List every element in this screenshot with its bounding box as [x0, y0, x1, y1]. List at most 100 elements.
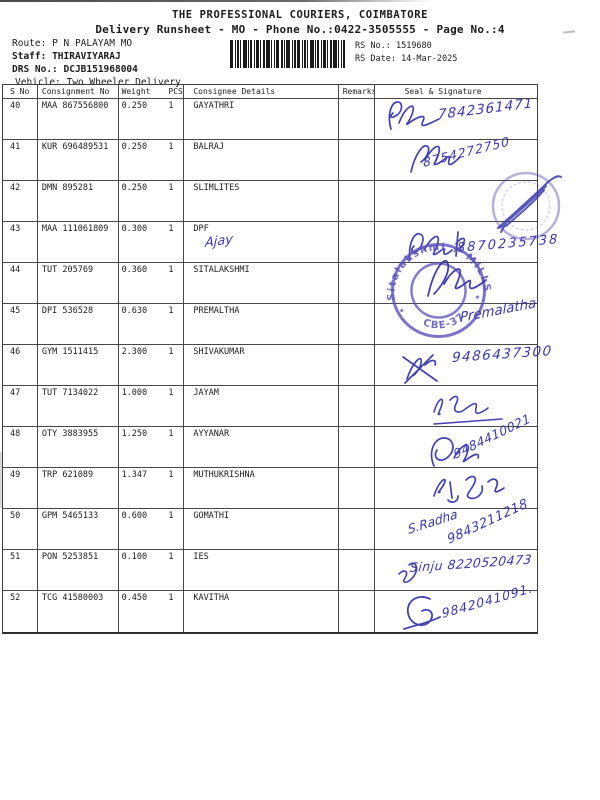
- cell-consignee: GAYATHRI: [184, 99, 339, 139]
- scan-edge-smudge: [0, 452, 2, 508]
- cell-sno: 50: [3, 509, 38, 549]
- signature-scribble: [403, 596, 441, 630]
- rs-date-value: 14-Mar-2025: [401, 54, 458, 64]
- cell-remarks: [339, 304, 375, 344]
- signature-scribble: [430, 437, 480, 467]
- cell-consignee: IES: [184, 550, 339, 590]
- signature-scribble: [398, 562, 418, 584]
- cell-remarks: [339, 140, 375, 180]
- table-row: 49 TRP 621089 1.347 1 MUTHUKRISHNA: [3, 468, 537, 509]
- runsheet-table: S No Consignment No Weight PCS Consignee…: [2, 84, 538, 634]
- cell-remarks: [339, 550, 375, 590]
- table-row: 51 PON 5253851 0.100 1 IES: [3, 550, 537, 591]
- cell-pcs: 1: [160, 509, 185, 549]
- cell-sno: 45: [3, 304, 38, 344]
- cell-sno: 46: [3, 345, 38, 385]
- cell-weight: 0.630: [121, 306, 148, 316]
- header-consignee: Consignee Details: [184, 85, 339, 98]
- rs-no-label: RS No.:: [355, 41, 391, 51]
- route-line: Route: P N PALAYAM MO: [12, 38, 132, 49]
- table-row: 47 TUT 7134022 1.000 1 JAYAM: [3, 386, 537, 427]
- table-row: 45 DPI 536528 0.630 1 PREMALTHA: [3, 304, 537, 345]
- signature-scribble: [388, 101, 440, 130]
- signature-scribble: [433, 475, 505, 503]
- signature-scribble: [410, 144, 460, 173]
- cell-sno: 44: [3, 263, 38, 303]
- header-consignment: Consignment No: [38, 85, 119, 98]
- cell-consignment: DMN 895281: [38, 181, 119, 221]
- cell-consignment: GPM 5465133: [38, 509, 119, 549]
- stamp-star-left: ★: [398, 305, 406, 316]
- cell-weight: 0.360: [121, 265, 148, 275]
- header-weight: Weight: [121, 87, 151, 96]
- cell-remarks: [339, 468, 375, 508]
- cell-pcs: 1: [160, 427, 185, 467]
- vehicle-line: Vehicle: Two Wheeler Delivery: [15, 77, 181, 88]
- cell-remarks: [339, 427, 375, 467]
- table-row: 46 GYM 1511415 2.300 1 SHIVAKUMAR: [3, 345, 537, 386]
- cell-consignee: JAYAM: [184, 386, 339, 426]
- cell-pcs: 1: [160, 304, 185, 344]
- cell-remarks: [339, 386, 375, 426]
- signature-scribble: [427, 259, 487, 297]
- rs-no-line: RS No.: 1519680: [355, 41, 432, 51]
- cell-consignee: KAVITHA: [184, 591, 339, 632]
- cell-pcs: 1: [160, 140, 185, 180]
- header-seal: Seal & Signature: [404, 87, 482, 96]
- cell-pcs: 1: [160, 222, 185, 262]
- route-label: Route:: [12, 38, 47, 49]
- cell-sno: 51: [3, 550, 38, 590]
- cell-consignment: TUT 7134022: [38, 386, 119, 426]
- cell-consignment: PON 5253851: [38, 550, 119, 590]
- document-title: THE PROFESSIONAL COURIERS, COIMBATORE: [171, 9, 429, 21]
- cell-sno: 41: [3, 140, 38, 180]
- header-pcs: PCS: [160, 85, 185, 98]
- cell-remarks: [339, 509, 375, 549]
- cell-consignee: DPF: [184, 222, 339, 262]
- cell-consignment: TUT 205769: [38, 263, 119, 303]
- cell-weight: 2.300: [121, 347, 148, 357]
- rs-date-line: RS Date: 14-Mar-2025: [355, 54, 457, 64]
- rubber-stamp: [491, 171, 562, 241]
- cell-pcs: 1: [160, 99, 185, 139]
- cell-remarks: [339, 263, 375, 303]
- signature-scribble: [402, 354, 438, 384]
- table-row: 44 TUT 205769 0.360 1 SITALAKSHMI: [3, 263, 537, 304]
- header-remarks: Remarks: [339, 85, 375, 98]
- cell-sno: 49: [3, 468, 38, 508]
- header-sno: S No: [3, 85, 38, 98]
- signature-scribble: [433, 395, 503, 425]
- cell-pcs: 1: [160, 468, 185, 508]
- cell-consignee: PREMALTHA: [184, 304, 339, 344]
- vehicle-label: Vehicle:: [15, 77, 61, 88]
- cell-pcs: 1: [160, 386, 185, 426]
- cell-consignee: MUTHUKRISHNA: [184, 468, 339, 508]
- cell-remarks: [339, 99, 375, 139]
- cell-weight: 0.450: [121, 593, 148, 603]
- cell-weight: 0.250: [121, 142, 148, 152]
- table-row: 48 OTY 3883955 1.250 1 AYYANAR: [3, 427, 537, 468]
- stamp-star-right: ★: [474, 292, 482, 303]
- cell-consignment: GYM 1511415: [38, 345, 119, 385]
- cell-pcs: 1: [160, 550, 185, 590]
- cell-pcs: 1: [160, 591, 185, 632]
- cell-pcs: 1: [160, 181, 185, 221]
- cell-consignment: DPI 536528: [38, 304, 119, 344]
- cell-consignee: SHIVAKUMAR: [184, 345, 339, 385]
- cell-consignee: SLIMLITES: [184, 181, 339, 221]
- cell-weight: 0.300: [121, 224, 148, 234]
- cell-weight: 1.000: [121, 388, 148, 398]
- table-row: 52 TCG 41580003 0.450 1 KAVITHA: [3, 591, 537, 632]
- cell-weight: 1.347: [121, 470, 148, 480]
- table-header-row: S No Consignment No Weight PCS Consignee…: [3, 85, 537, 99]
- drs-line: DRS No.: DCJB151968004: [12, 64, 138, 75]
- table-row: 40 MAA 867556800 0.250 1 GAYATHRI: [3, 99, 537, 140]
- cell-weight: 1.250: [121, 429, 148, 439]
- cell-consignment: TCG 41580003: [38, 591, 119, 632]
- drs-value: DCJB151968004: [63, 64, 138, 75]
- cell-consignee: AYYANAR: [184, 427, 339, 467]
- cell-weight: 0.100: [121, 552, 148, 562]
- drs-label: DRS No.:: [12, 64, 58, 75]
- cell-sno: 40: [3, 99, 38, 139]
